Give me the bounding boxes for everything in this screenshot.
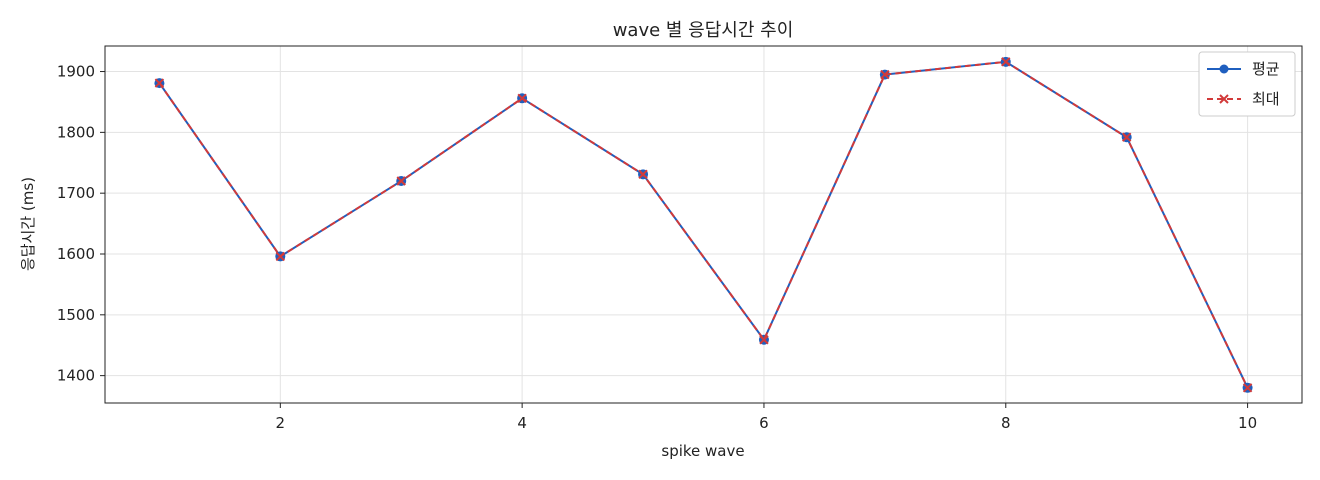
- x-axis-label: spike wave: [661, 442, 744, 460]
- data-point-x: [759, 335, 769, 345]
- y-tick-label: 1400: [57, 367, 95, 385]
- data-point-x: [1001, 57, 1011, 67]
- x-tick-label: 10: [1238, 414, 1257, 432]
- data-point-x: [638, 169, 648, 180]
- x-tick-label: 2: [276, 414, 286, 432]
- data-point-x: [1121, 132, 1132, 142]
- y-tick-label: 1600: [57, 245, 95, 263]
- plot-frame: [104, 45, 1303, 404]
- data-point-x: [1242, 383, 1253, 393]
- tick-layer: 2 4 6 8 10 1400 1500 1600 1700 1800 1900: [57, 63, 1257, 432]
- legend-box: [1198, 51, 1296, 117]
- x-tick-label: 4: [517, 414, 527, 432]
- series-line-2: [158, 60, 1249, 389]
- data-point-x: [154, 78, 165, 88]
- legend-marker-avg: [1219, 64, 1229, 74]
- x-tick-label: 8: [1001, 414, 1011, 432]
- y-axis-label: 응답시간 (ms): [19, 177, 37, 271]
- y-tick-label: 1800: [57, 123, 95, 141]
- data-point-x: [396, 176, 406, 186]
- y-tick-label: 1500: [57, 306, 95, 324]
- grid-layer: [105, 46, 1302, 403]
- y-tick-label: 1700: [57, 184, 95, 202]
- chart-title: wave 별 응답시간 추이: [613, 20, 794, 41]
- legend-marker-max: [1219, 94, 1229, 104]
- data-point-x: [880, 69, 890, 80]
- legend-label-max: 최대: [1252, 90, 1280, 108]
- legend-label-avg: 평균: [1252, 60, 1280, 78]
- data-point-x: [517, 93, 527, 104]
- x-tick-label: 6: [759, 414, 769, 432]
- series-layer: [154, 56, 1253, 393]
- data-point-x: [275, 251, 286, 262]
- y-tick-label: 1900: [57, 63, 95, 81]
- legend: 평균 최대: [1198, 51, 1296, 117]
